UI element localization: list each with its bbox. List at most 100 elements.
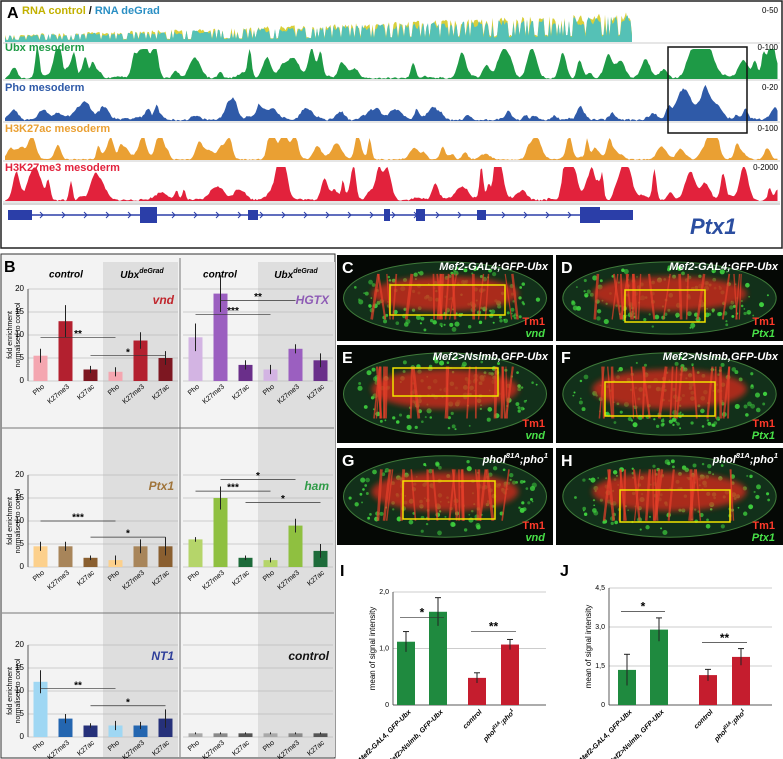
bar (83, 369, 98, 381)
muscle-fiber (411, 366, 421, 419)
green-signal (424, 416, 427, 419)
green-signal (424, 464, 427, 467)
bar (699, 675, 717, 705)
x-tick-label: phol81A;pho1 (480, 707, 517, 744)
bar (188, 539, 203, 567)
green-signal (379, 511, 384, 516)
green-signal (668, 419, 673, 424)
x-tick-label: control (693, 708, 715, 730)
green-signal (574, 496, 577, 499)
y-axis-label: fold enrichmentnormalised to control (7, 488, 22, 553)
green-signal (426, 408, 432, 414)
green-signal (525, 399, 528, 402)
column-header: UbxdeGrad (120, 268, 164, 280)
muscle-fiber (735, 273, 741, 320)
green-signal (487, 407, 493, 412)
green-signal (662, 418, 665, 420)
text-part: Mef2>Nslmb,GFP-Ubx (433, 351, 549, 363)
muscle-fiber (652, 469, 655, 521)
text-part: 81A (506, 451, 520, 460)
green-signal (705, 524, 711, 529)
bar (188, 337, 203, 381)
track-label: H3K27me3 mesoderm (5, 162, 120, 174)
green-signal (370, 297, 373, 299)
green-signal (766, 294, 769, 297)
stain-label: Tm1 (522, 316, 545, 328)
bar (238, 364, 253, 381)
muscle-fiber (392, 273, 398, 320)
chevron (61, 211, 66, 219)
bar (288, 348, 303, 381)
green-signal (449, 322, 454, 327)
highlight-box (667, 46, 748, 134)
bar (133, 546, 148, 567)
muscle-fiber (696, 273, 706, 320)
chevron (347, 211, 352, 219)
muscle-fiber (610, 366, 615, 419)
chevron (281, 211, 286, 219)
green-signal (690, 322, 696, 328)
green-signal (715, 416, 721, 421)
green-signal (499, 319, 503, 323)
muscle-fiber (669, 366, 674, 419)
green-signal (674, 361, 679, 366)
green-signal (368, 279, 373, 285)
green-signal (468, 513, 471, 516)
green-signal (750, 372, 754, 376)
muscle-fiber (458, 469, 461, 521)
green-signal (402, 360, 407, 365)
y-tick-label: 10 (15, 330, 24, 339)
green-signal (402, 370, 406, 374)
muscle-fiber (654, 469, 664, 521)
y-tick-label: 20 (15, 284, 24, 293)
muscle-fiber (431, 469, 439, 521)
y-tick-label: 15 (15, 493, 24, 502)
green-signal (662, 529, 668, 536)
roi-box (389, 284, 506, 316)
bar (288, 733, 303, 737)
exon (416, 209, 425, 221)
chevron (259, 211, 264, 219)
muscle-fiber (722, 366, 731, 419)
green-signal (579, 397, 582, 400)
significance-label: ** (720, 631, 730, 645)
muscle-fiber (631, 273, 638, 320)
target-label: vnd (525, 328, 545, 340)
text-part: fold enrichment (7, 311, 14, 359)
bar (313, 360, 328, 381)
green-signal (698, 274, 702, 279)
significance-label: * (420, 606, 425, 620)
green-signal (596, 316, 601, 321)
green-signal (725, 320, 728, 323)
muscle-fiber (593, 273, 600, 320)
green-signal (516, 371, 519, 374)
text-part: 81A (491, 720, 502, 731)
green-signal (725, 270, 728, 273)
green-signal (403, 307, 407, 311)
muscle-fiber (619, 273, 624, 320)
muscle-fiber (504, 366, 514, 419)
green-signal (432, 356, 438, 362)
green-signal (520, 386, 524, 389)
green-signal (530, 497, 533, 501)
panel-label: C (342, 260, 354, 277)
stain-label: Tm1 (752, 316, 775, 328)
bar (213, 733, 228, 737)
y-tick-label: 5 (20, 539, 25, 548)
green-signal (437, 530, 442, 536)
green-signal (767, 498, 770, 502)
green-signal (395, 420, 400, 424)
green-signal (711, 268, 717, 274)
green-signal (614, 520, 618, 525)
green-signal (358, 299, 364, 305)
green-signal (535, 297, 541, 302)
green-signal (444, 515, 447, 518)
green-signal (679, 411, 682, 414)
muscle-fiber (404, 273, 414, 320)
green-signal (675, 312, 680, 318)
green-signal (707, 421, 712, 426)
y-tick-label: 15 (15, 307, 24, 316)
green-signal (359, 492, 363, 496)
muscle-fiber (601, 366, 605, 419)
exon (140, 207, 157, 223)
